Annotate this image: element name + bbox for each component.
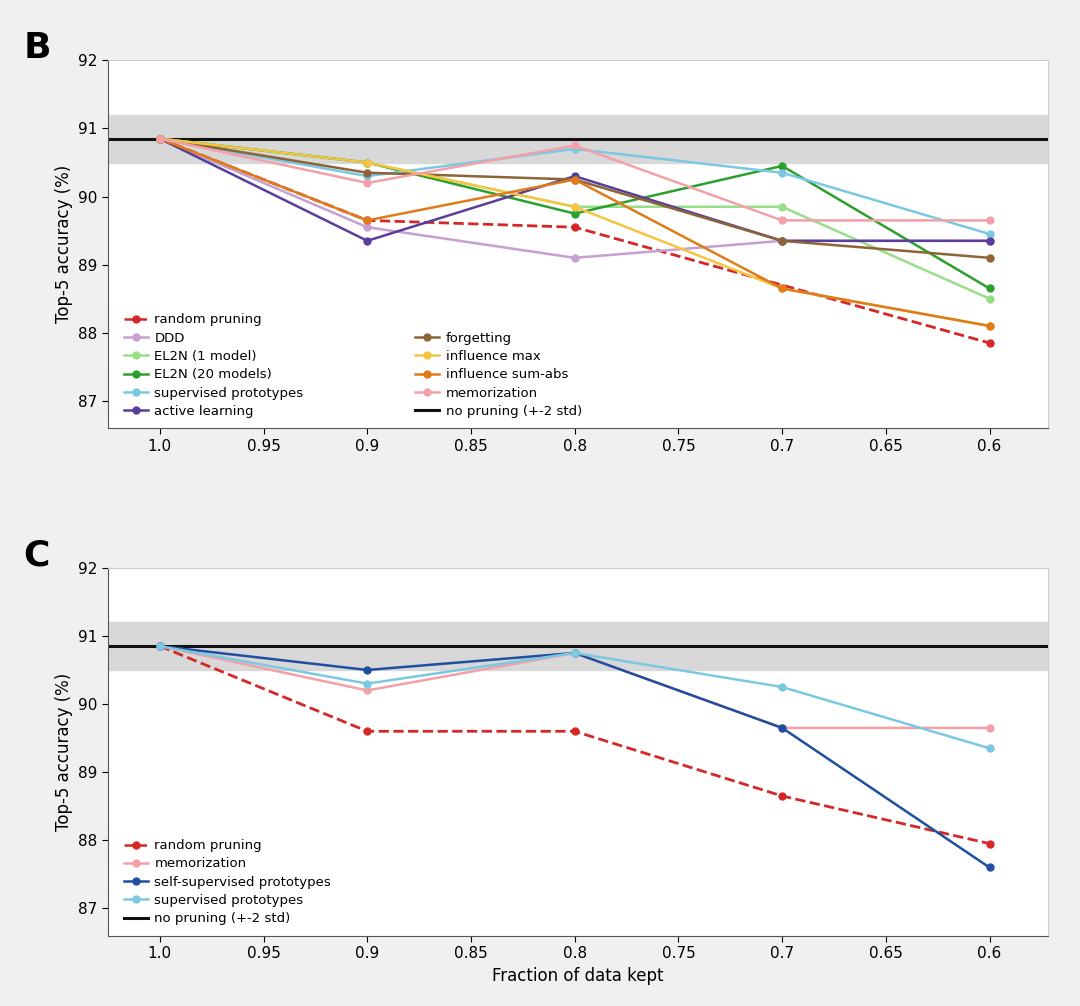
Legend: forgetting, influence max, influence sum-abs, memorization, no pruning (+-2 std): forgetting, influence max, influence sum… (416, 332, 582, 417)
Bar (108, 115, 1048, 163)
Text: C: C (24, 538, 50, 572)
Bar (108, 623, 1048, 670)
X-axis label: Fraction of data kept: Fraction of data kept (492, 967, 663, 985)
Y-axis label: Top-5 accuracy (%): Top-5 accuracy (%) (55, 165, 72, 323)
Legend: random pruning, memorization, self-supervised prototypes, supervised prototypes,: random pruning, memorization, self-super… (124, 839, 332, 926)
Y-axis label: Top-5 accuracy (%): Top-5 accuracy (%) (55, 673, 72, 831)
Text: B: B (24, 31, 51, 65)
